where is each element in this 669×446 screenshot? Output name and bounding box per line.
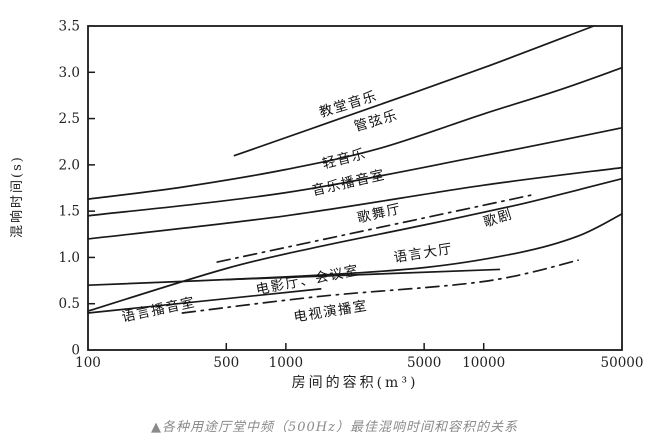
curve-label-light-music: 轻音乐 bbox=[320, 145, 368, 172]
curve-label-cinema-conference-room: 电影厅、会议室 bbox=[254, 262, 360, 299]
curve-church-music bbox=[233, 25, 595, 157]
plot-frame bbox=[87, 25, 623, 351]
curve-opera bbox=[87, 177, 623, 312]
y-tick-label: 2.0 bbox=[59, 157, 80, 173]
reverberation-chart: 0 0.5 1.0 1.5 2.0 2.5 3.0 3.5 100 500 1000 5000 1000… bbox=[10, 19, 644, 392]
x-tick-label: 50000 bbox=[601, 355, 644, 371]
chart-canvas: 0 0.5 1.0 1.5 2.0 2.5 3.0 3.5 100 500 1000 5000 1000… bbox=[59, 19, 644, 372]
curve-tv-studio bbox=[181, 259, 579, 314]
curve-music-broadcast-studio bbox=[87, 166, 623, 240]
x-tick-label: 10000 bbox=[462, 355, 505, 371]
y-tick-label: 0.5 bbox=[59, 296, 80, 312]
y-tick-label: 3.5 bbox=[59, 19, 80, 35]
x-tick-label: 500 bbox=[213, 355, 239, 371]
curve-speech-broadcast-studio bbox=[87, 288, 322, 314]
y-tick-label: 1.5 bbox=[59, 204, 80, 220]
curve-label-speech-hall: 语言大厅 bbox=[393, 241, 455, 266]
curve-orchestral-music bbox=[87, 66, 623, 200]
x-tick-label: 1000 bbox=[269, 355, 303, 371]
curve-label-music-broadcast-studio: 音乐播音室 bbox=[310, 166, 387, 199]
y-axis-title: 混响时间(s) bbox=[10, 155, 25, 238]
y-tick-label: 0 bbox=[71, 343, 80, 359]
x-axis-title: 房间的容积(m³) bbox=[291, 375, 419, 391]
figure-caption: ▲各种用途厅堂中频（500Hz）最佳混响时间和容积的关系 bbox=[151, 420, 518, 435]
x-tick-label: 100 bbox=[75, 355, 101, 371]
curve-cinema-conference-room bbox=[225, 268, 501, 281]
curve-label-tv-studio: 电视演播室 bbox=[292, 297, 369, 326]
curve-dance-hall bbox=[216, 193, 536, 263]
y-tick-label: 1.0 bbox=[59, 250, 80, 266]
curve-speech-hall bbox=[87, 213, 623, 287]
curve-light-music bbox=[87, 126, 623, 217]
x-tick-label: 5000 bbox=[407, 355, 441, 371]
y-tick-label: 3.0 bbox=[59, 65, 80, 81]
curve-label-speech-broadcast-studio: 语言播音室 bbox=[120, 293, 197, 325]
y-tick-label: 2.5 bbox=[59, 111, 80, 127]
curve-label-opera: 歌剧 bbox=[481, 206, 514, 230]
